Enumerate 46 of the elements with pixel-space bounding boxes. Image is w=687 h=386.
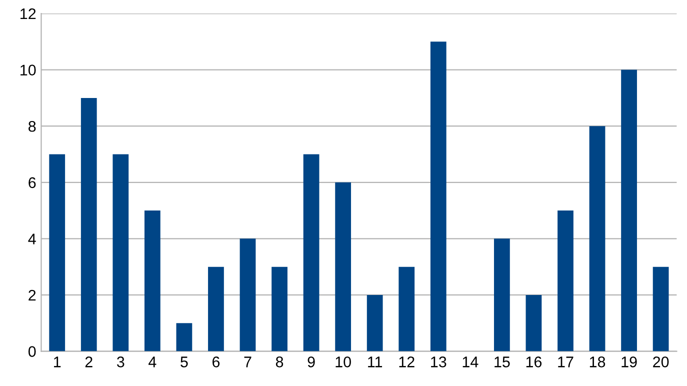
bar — [80, 98, 97, 352]
bar — [240, 238, 256, 352]
bar — [366, 294, 383, 352]
x-tick-label: 19 — [622, 356, 637, 368]
x-tick-label: 15 — [494, 356, 510, 368]
y-tick-label: 6 — [28, 177, 36, 188]
y-tick-label: 10 — [20, 64, 36, 76]
bar — [112, 154, 129, 352]
x-tick-label: 10 — [336, 356, 351, 368]
x-tick-label: 11 — [368, 356, 382, 368]
x-tick-label: 14 — [462, 356, 478, 368]
bar — [652, 266, 669, 352]
x-tick-label: 3 — [116, 356, 124, 368]
x-tick-label: 2 — [85, 356, 92, 368]
bar — [144, 210, 160, 352]
bar — [621, 70, 637, 352]
bar — [49, 154, 66, 352]
bar — [335, 182, 352, 352]
y-tick-label: 8 — [28, 120, 36, 132]
x-tick-label: 9 — [308, 356, 315, 368]
x-tick-label: 12 — [399, 356, 414, 368]
bar — [558, 210, 574, 352]
x-tick-label: 18 — [590, 356, 606, 368]
y-tick-label: 2 — [28, 290, 36, 301]
bar — [494, 238, 510, 352]
x-tick-label: 4 — [148, 356, 156, 368]
bar — [526, 294, 542, 352]
bar — [589, 126, 606, 352]
bar — [398, 266, 415, 352]
y-tick-label: 12 — [20, 8, 36, 20]
x-tick-label: 20 — [653, 356, 669, 368]
x-tick-label: 8 — [276, 356, 284, 368]
bar — [303, 154, 320, 352]
x-tick-label: 17 — [558, 356, 574, 368]
y-tick-label: 0 — [28, 346, 36, 357]
bar — [272, 266, 288, 352]
x-tick-label: 13 — [431, 356, 446, 368]
x-tick-label: 5 — [180, 356, 188, 368]
x-tick-label: 7 — [244, 356, 252, 368]
x-tick-label: 16 — [526, 356, 542, 368]
bar — [208, 266, 224, 352]
y-tick-label: 4 — [28, 234, 36, 244]
bar — [176, 323, 192, 352]
x-tick-label: 6 — [212, 356, 220, 368]
x-tick-label: 1 — [54, 356, 61, 368]
bar — [430, 42, 446, 352]
